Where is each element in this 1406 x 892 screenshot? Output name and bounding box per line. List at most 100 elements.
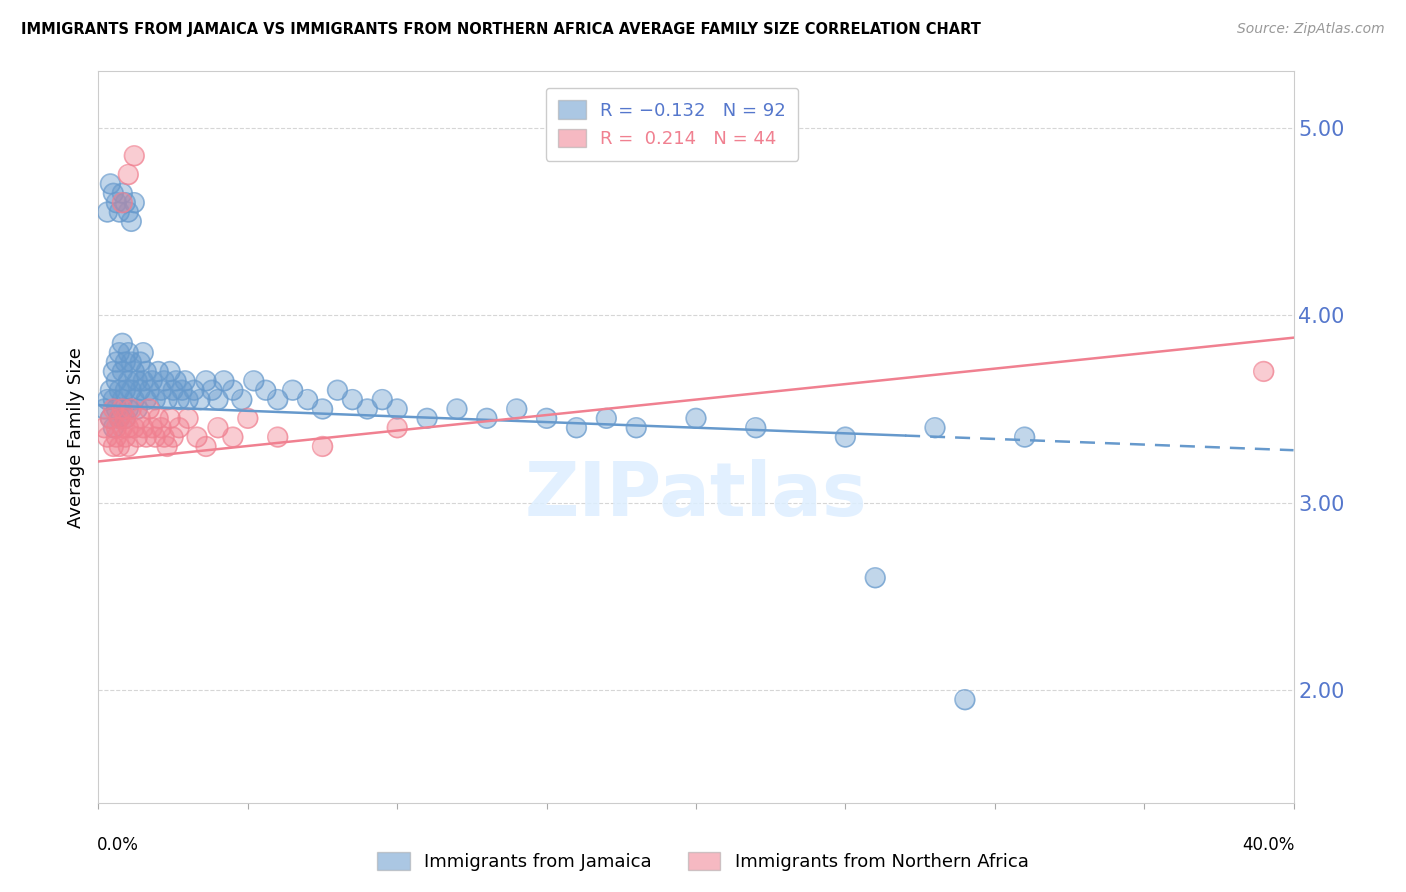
Point: [267, 392, 290, 407]
Point: [267, 430, 290, 444]
Point: [626, 420, 648, 434]
Point: [177, 392, 200, 407]
Point: [117, 345, 139, 359]
Point: [120, 214, 142, 228]
Point: [595, 411, 617, 425]
Point: [100, 411, 122, 425]
Point: [105, 420, 128, 434]
Point: [297, 392, 319, 407]
Point: [385, 420, 409, 434]
Point: [120, 214, 142, 228]
Point: [96, 392, 118, 407]
Point: [105, 195, 128, 210]
Point: [195, 440, 218, 454]
Point: [167, 420, 190, 434]
Point: [195, 440, 218, 454]
Point: [446, 401, 468, 416]
Point: [416, 411, 439, 425]
Point: [129, 411, 152, 425]
Text: ZIPatlas: ZIPatlas: [524, 459, 868, 533]
Point: [186, 430, 208, 444]
Point: [565, 420, 588, 434]
Point: [117, 168, 139, 182]
Point: [141, 374, 163, 388]
Point: [100, 383, 122, 397]
Point: [385, 401, 409, 416]
Point: [165, 374, 187, 388]
Point: [127, 430, 149, 444]
Point: [117, 401, 139, 416]
Point: [281, 383, 304, 397]
Point: [254, 383, 277, 397]
Point: [127, 374, 149, 388]
Point: [138, 401, 160, 416]
Point: [111, 420, 134, 434]
Point: [475, 411, 498, 425]
Point: [236, 411, 259, 425]
Point: [103, 401, 125, 416]
Point: [105, 401, 128, 416]
Point: [222, 383, 245, 397]
Point: [150, 420, 173, 434]
Point: [745, 420, 768, 434]
Point: [222, 383, 245, 397]
Point: [135, 364, 157, 378]
Point: [124, 420, 146, 434]
Point: [132, 374, 155, 388]
Point: [117, 420, 139, 434]
Point: [153, 430, 176, 444]
Point: [865, 571, 887, 585]
Point: [132, 345, 155, 359]
Point: [143, 392, 166, 407]
Point: [120, 401, 142, 416]
Point: [105, 430, 128, 444]
Point: [138, 383, 160, 397]
Point: [114, 355, 136, 369]
Point: [117, 420, 139, 434]
Point: [117, 374, 139, 388]
Point: [371, 392, 394, 407]
Point: [174, 374, 197, 388]
Point: [148, 364, 170, 378]
Point: [243, 374, 266, 388]
Text: 0.0%: 0.0%: [97, 836, 139, 854]
Point: [162, 430, 184, 444]
Point: [135, 430, 157, 444]
Point: [124, 392, 146, 407]
Point: [105, 355, 128, 369]
Point: [148, 411, 170, 425]
Point: [111, 186, 134, 201]
Point: [834, 430, 856, 444]
Point: [135, 392, 157, 407]
Point: [129, 355, 152, 369]
Point: [506, 401, 529, 416]
Point: [177, 392, 200, 407]
Point: [124, 195, 146, 210]
Point: [111, 364, 134, 378]
Point: [105, 195, 128, 210]
Point: [183, 383, 205, 397]
Point: [506, 401, 529, 416]
Point: [124, 149, 146, 163]
Legend: Immigrants from Jamaica, Immigrants from Northern Africa: Immigrants from Jamaica, Immigrants from…: [370, 845, 1036, 879]
Point: [127, 430, 149, 444]
Point: [114, 383, 136, 397]
Point: [96, 430, 118, 444]
Point: [103, 364, 125, 378]
Point: [207, 392, 229, 407]
Point: [114, 430, 136, 444]
Point: [159, 364, 181, 378]
Point: [281, 383, 304, 397]
Point: [108, 205, 131, 219]
Point: [188, 392, 211, 407]
Point: [108, 411, 131, 425]
Point: [111, 420, 134, 434]
Point: [129, 383, 152, 397]
Point: [924, 420, 946, 434]
Point: [143, 430, 166, 444]
Point: [153, 374, 176, 388]
Point: [135, 430, 157, 444]
Point: [1253, 364, 1275, 378]
Point: [565, 420, 588, 434]
Point: [953, 692, 976, 706]
